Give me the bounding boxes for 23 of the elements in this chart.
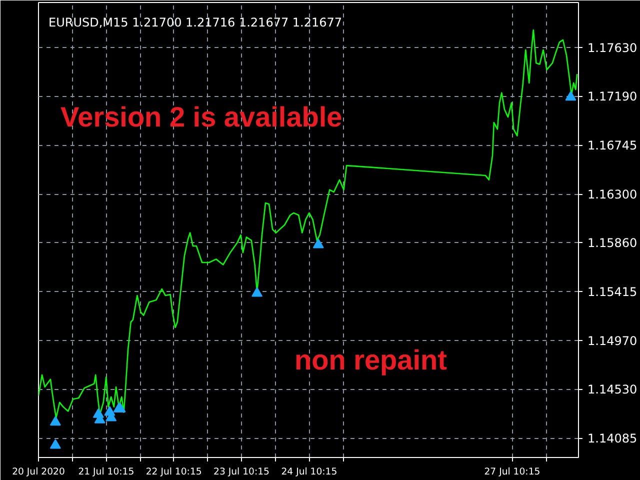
point (50, 416, 61, 426)
y-tick-label: 1.17630 (588, 41, 638, 56)
annotation: Version 2 is available (60, 102, 342, 132)
point (565, 90, 576, 101)
point (312, 238, 324, 248)
x-tick-label: 27 Jul 10:15 (484, 466, 540, 478)
y-tick-label: 1.14970 (588, 334, 638, 348)
y-tick-label: 1.15415 (588, 285, 638, 300)
y-tick-label: 1.16745 (588, 138, 638, 153)
point (50, 439, 61, 449)
y-tick-label: 1.17190 (588, 90, 638, 104)
point (252, 287, 263, 297)
y-tick-label: 1.14085 (588, 432, 638, 446)
x-tick-label: 21 Jul 10:15 (78, 466, 134, 478)
y-tick-label: 1.16300 (588, 188, 638, 202)
x-tick-label: 22 Jul 10:15 (146, 466, 202, 478)
x-tick-label: 20 Jul 2020 (12, 466, 65, 478)
text: EURUSD,M15 1.21700 1.21716 1.21677 1.21677 (48, 16, 342, 30)
x-tick-label: 23 Jul 10:15 (214, 466, 270, 478)
annotation: non repaint (294, 344, 447, 376)
x-tick-label: 24 Jul 10:15 (281, 466, 338, 478)
y-tick-label: 1.14530 (588, 382, 638, 397)
y-tick-label: 1.15860 (588, 236, 638, 250)
